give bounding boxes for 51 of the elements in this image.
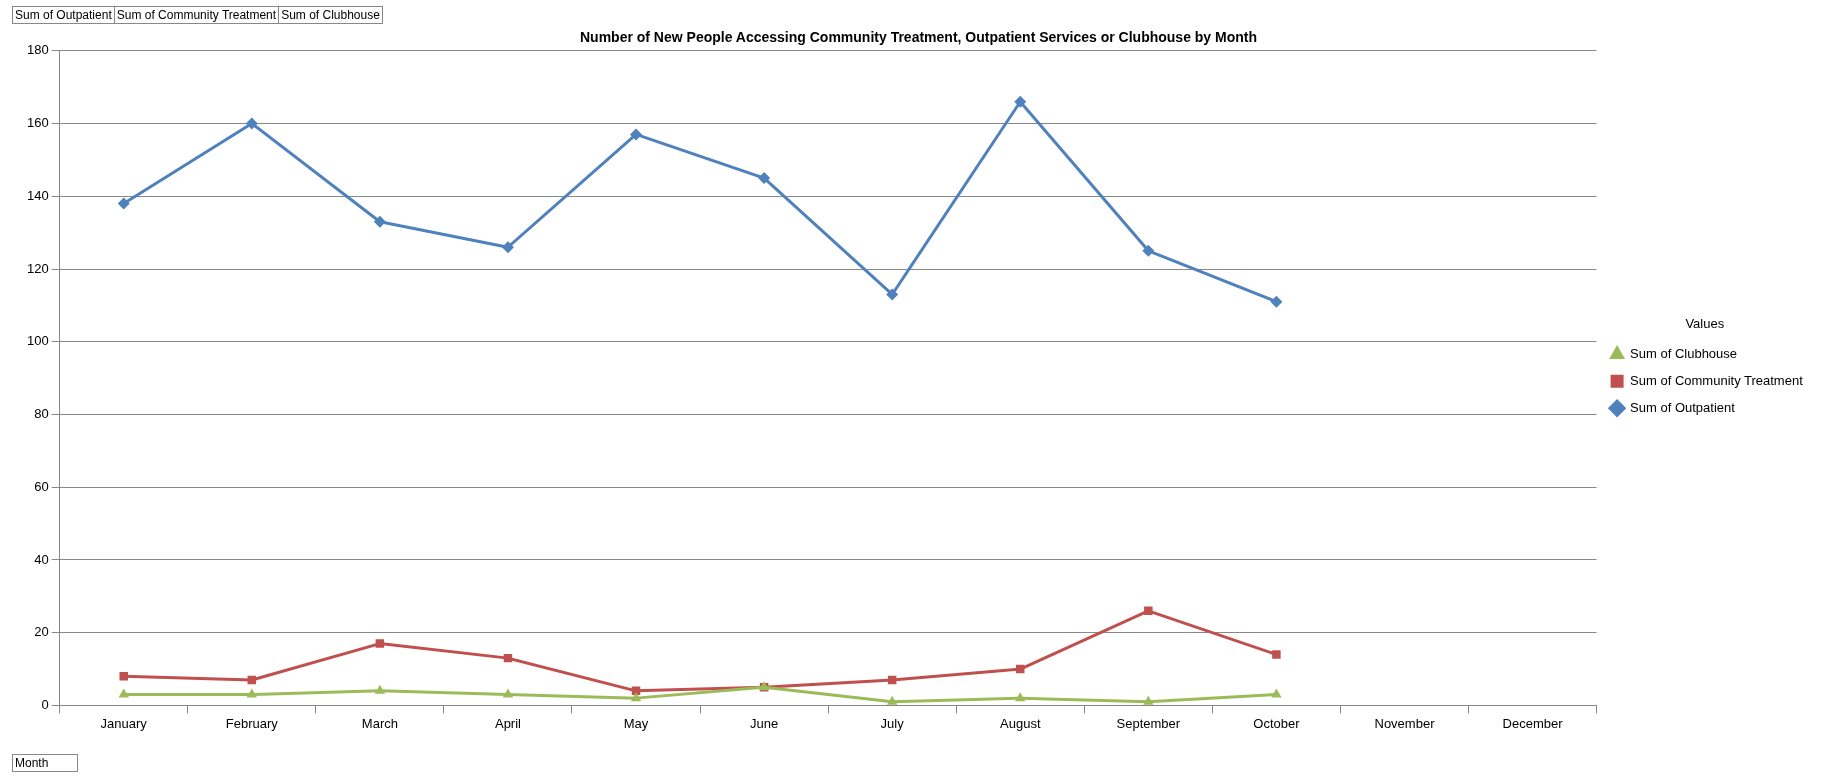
- point: [374, 684, 386, 694]
- x-tick-label: July: [880, 715, 905, 731]
- point: [502, 688, 514, 698]
- legend-title: Values: [1685, 316, 1725, 332]
- point: [375, 639, 385, 648]
- y-tick-label: 100: [26, 333, 49, 349]
- point: [758, 172, 771, 185]
- point: [501, 241, 514, 254]
- point: [373, 215, 386, 228]
- x-tick-label: June: [750, 715, 779, 731]
- point: [1144, 606, 1153, 616]
- point: [1142, 244, 1155, 257]
- y-tick-label: 180: [26, 42, 49, 58]
- point: [119, 672, 128, 681]
- x-tick-label: May: [623, 715, 649, 731]
- point: [1014, 95, 1027, 108]
- x-tick-label: December: [1502, 715, 1564, 731]
- x-tick-label: January: [100, 715, 148, 731]
- y-tick-label: 60: [34, 478, 49, 494]
- point: [886, 695, 898, 705]
- y-tick-label: 140: [26, 187, 49, 203]
- text: Sum of Clubhouse: [278, 6, 383, 24]
- point: [1272, 650, 1281, 659]
- x-tick-label: February: [225, 715, 279, 731]
- point: [630, 128, 643, 141]
- y-tick-label: 40: [34, 551, 49, 567]
- point: [1143, 695, 1154, 705]
- point: [245, 117, 258, 130]
- chart-title: Number of New People Accessing Community Treatment, Outpatient Services or Clubhouse by Month: [579, 29, 1258, 46]
- x-tick-label: August: [1000, 715, 1041, 731]
- x-tick-label: October: [1253, 715, 1301, 731]
- x-tick-label: April: [494, 715, 522, 731]
- point: [886, 288, 899, 301]
- point: [1015, 692, 1026, 702]
- point: [1270, 295, 1283, 308]
- point: [630, 692, 642, 702]
- text: Sum of Community Treatment: [113, 6, 280, 24]
- y-tick-label: 80: [34, 406, 49, 422]
- x-tick-label: September: [1116, 715, 1181, 731]
- legend-label: Sum of Community Treatment: [1630, 372, 1804, 388]
- y-tick-label: 20: [34, 624, 49, 640]
- x-tick-label: November: [1374, 715, 1436, 731]
- legend-label: Sum of Clubhouse: [1630, 345, 1738, 361]
- y-tick-label: 160: [26, 115, 49, 131]
- point: [117, 197, 130, 210]
- y-tick-label: 0: [41, 696, 49, 712]
- x-axis-title: Month: [12, 754, 78, 772]
- legend-label: Sum of Outpatient: [1630, 399, 1736, 415]
- y-tick-label: 120: [26, 260, 49, 276]
- text: Sum of Outpatient: [12, 6, 115, 24]
- x-tick-label: March: [361, 715, 398, 731]
